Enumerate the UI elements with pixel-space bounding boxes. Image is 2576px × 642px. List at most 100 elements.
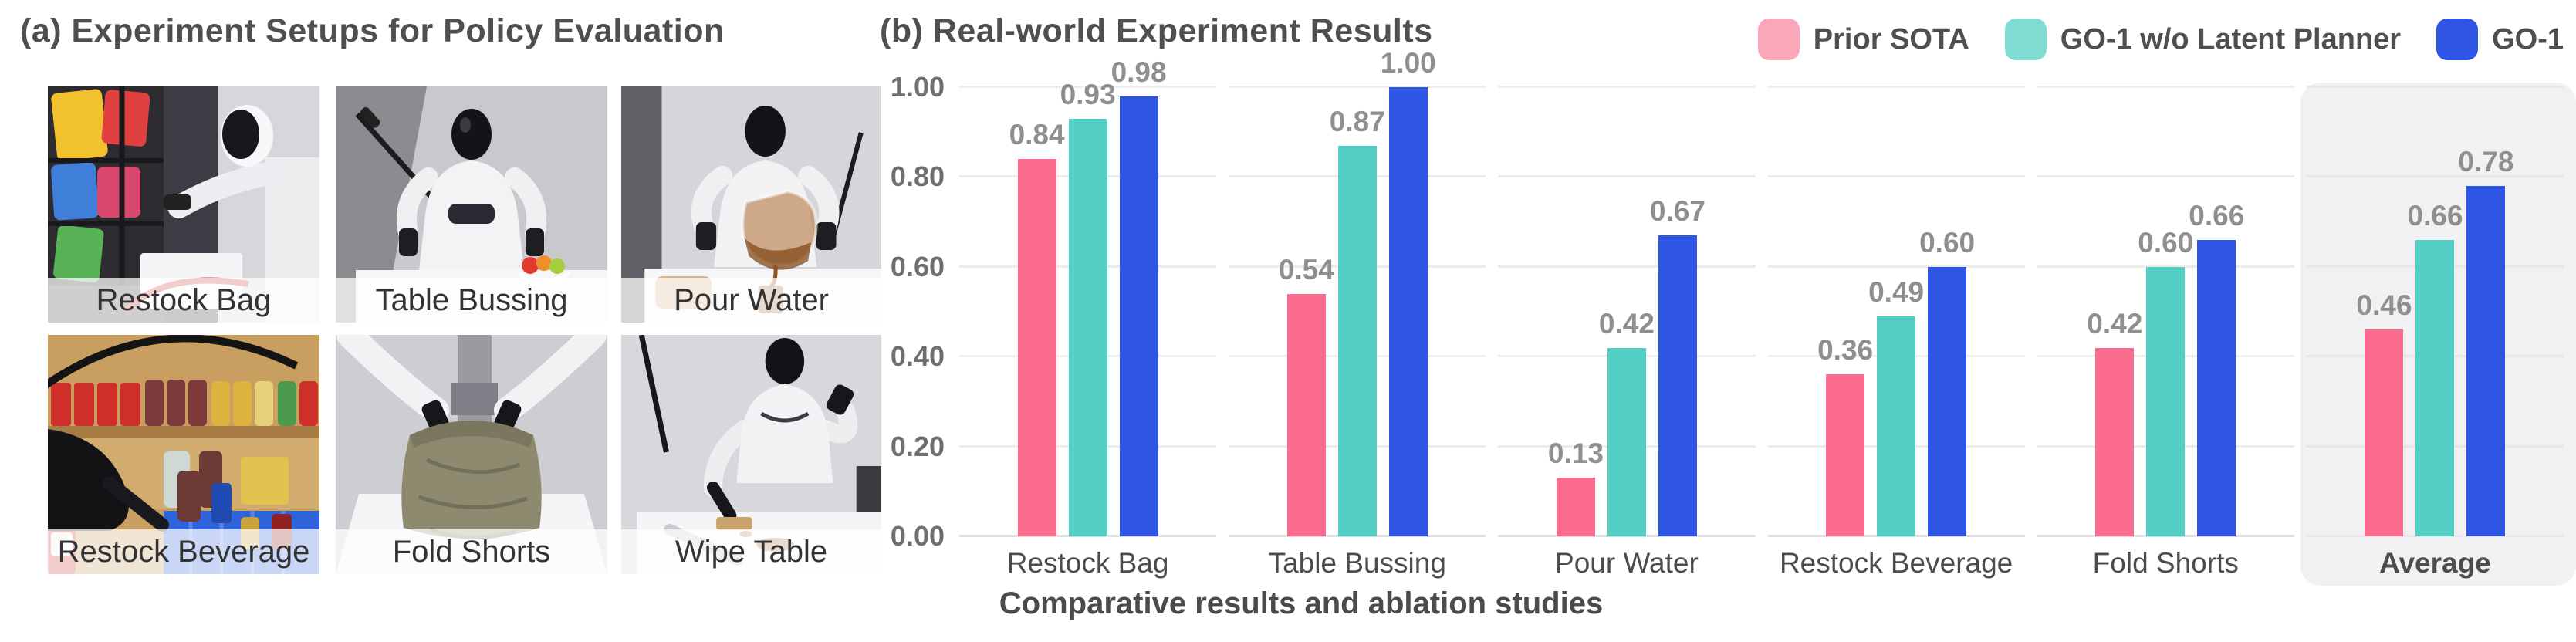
bar-value-label: 0.42: [1598, 307, 1655, 340]
photo-label-restock-beverage: Restock Beverage: [48, 529, 319, 574]
bar-group-fold-shorts: 0.42 0.60 0.66: [2037, 87, 2294, 536]
bar-slot: 0.54: [1279, 87, 1334, 536]
bar-value-label: 0.36: [1817, 334, 1874, 367]
gridline: [1498, 86, 1756, 88]
bar-value-label: 1.00: [1380, 47, 1436, 79]
bar-slot: 0.98: [1111, 56, 1167, 536]
category-label-fold-shorts: Fold Shorts: [2092, 547, 2239, 579]
y-tick-label: 0.60: [890, 250, 945, 282]
chart-panel-pour-water: 0.13 0.42 0.67 Pour Water: [1498, 86, 1756, 579]
bar-slot: 0.60: [1919, 87, 1975, 536]
bar-value-label: 0.46: [2356, 289, 2412, 322]
chart-caption: Comparative results and ablation studies: [999, 586, 1604, 620]
bar-slot: 0.78: [2458, 87, 2513, 536]
legend-label-prior-sota: Prior SOTA: [1813, 22, 1969, 56]
bar-group-restock-bag: 0.84 0.93 0.98: [959, 56, 1216, 536]
photo-label-pour-water: Pour Water: [621, 278, 881, 323]
legend-item-go1: GO-1: [2436, 19, 2564, 60]
gridline: [2306, 86, 2564, 88]
gridline: [1498, 175, 1756, 178]
chart-panels: 0.84 0.93 0.98 Restock Bag 0.54 0.87 1.00 Table…: [959, 47, 2576, 586]
bar-slot: 0.87: [1330, 87, 1385, 536]
gridline: [2037, 175, 2294, 178]
bar-value-label: 0.66: [2189, 199, 2245, 231]
bar-slot: 0.49: [1868, 87, 1924, 536]
photo-restock-bag: Restock Bag: [48, 86, 319, 323]
bar-value-label: 0.13: [1547, 438, 1604, 470]
bar-fold-shorts-go-1: [2197, 239, 2236, 536]
bar-slot: 1.00: [1381, 47, 1436, 536]
bar-slot: 0.46: [2356, 87, 2412, 536]
bar-restock-beverage-go-1-w-o-latent-planner: [1877, 316, 1916, 536]
legend-swatch-go1: [2436, 19, 2479, 60]
photo-label-fold-shorts: Fold Shorts: [336, 529, 607, 574]
panel-a-title: (a) Experiment Setups for Policy Evaluat…: [20, 12, 725, 49]
gridline: [1498, 265, 1756, 268]
bar-restock-bag-go-1-w-o-latent-planner: [1068, 118, 1107, 536]
gridline: [2037, 86, 2294, 88]
bar-value-label: 0.42: [2087, 307, 2143, 340]
bar-value-label: 0.66: [2407, 199, 2463, 231]
y-axis: 1.00 0.80 0.60 0.40 0.20 0.00: [849, 71, 945, 552]
bar-fold-shorts-go-1-w-o-latent-planner: [2146, 266, 2186, 536]
legend-item-prior-sota: Prior SOTA: [1757, 19, 1969, 60]
category-label-table-bussing: Table Bussing: [1268, 547, 1446, 579]
gridline: [1767, 175, 2025, 178]
bar-value-label: 0.98: [1111, 56, 1167, 88]
bar-slot: 0.13: [1548, 87, 1604, 536]
photo-label-table-bussing: Table Bussing: [336, 278, 607, 323]
bar-group-pour-water: 0.13 0.42 0.67: [1498, 87, 1755, 536]
bar-restock-beverage-go-1: [1928, 266, 1967, 536]
gridline: [2306, 175, 2564, 178]
bar-value-label: 0.67: [1649, 195, 1706, 228]
bar-slot: 0.66: [2189, 87, 2244, 536]
photo-pour-water: Pour Water: [621, 86, 881, 323]
legend-label-go1-wo-latent-planner: GO-1 w/o Latent Planner: [2060, 22, 2402, 56]
category-label-average: Average: [2379, 547, 2491, 579]
legend-swatch-prior-sota: [1757, 19, 1800, 60]
bar-pour-water-prior-sota: [1556, 478, 1595, 536]
category-label-pour-water: Pour Water: [1555, 547, 1699, 579]
bar-value-label: 0.60: [1919, 226, 1976, 258]
bar-average-go-1-w-o-latent-planner: [2415, 239, 2455, 536]
y-tick-label: 0.80: [890, 160, 945, 193]
bar-slot: 0.42: [2087, 87, 2142, 536]
bar-slot: 0.66: [2407, 87, 2463, 536]
bar-value-label: 0.84: [1009, 119, 1065, 151]
chart-panel-restock-bag: 0.84 0.93 0.98 Restock Bag: [959, 56, 1217, 579]
photo-table-bussing: Table Bussing: [336, 86, 607, 323]
bar-value-label: 0.78: [2458, 146, 2514, 178]
chart-panel-fold-shorts: 0.42 0.60 0.66 Fold Shorts: [2037, 86, 2294, 579]
bar-value-label: 0.60: [2138, 226, 2194, 258]
bar-average-prior-sota: [2365, 329, 2404, 536]
bar-slot: 0.36: [1817, 87, 1873, 536]
bar-slot: 0.84: [1009, 87, 1065, 536]
photo-label-restock-bag: Restock Bag: [48, 278, 319, 323]
panel-b-title: (b) Real-world Experiment Results: [880, 12, 1433, 49]
bar-slot: 0.93: [1060, 79, 1116, 536]
bar-pour-water-go-1: [1658, 235, 1697, 536]
photo-fold-shorts: Fold Shorts: [336, 335, 607, 574]
bar-value-label: 0.54: [1278, 253, 1334, 286]
bar-value-label: 0.87: [1329, 105, 1385, 137]
legend-item-go1-wo-latent-planner: GO-1 w/o Latent Planner: [2004, 19, 2402, 60]
gridline: [2037, 265, 2294, 268]
gridline: [1767, 86, 2025, 88]
bar-restock-bag-prior-sota: [1017, 159, 1056, 536]
bar-value-label: 0.49: [1868, 275, 1925, 308]
bar-group-average: 0.46 0.66 0.78: [2307, 87, 2564, 536]
category-label-restock-bag: Restock Bag: [1006, 547, 1169, 579]
chart-panel-average: 0.46 0.66 0.78 Average: [2300, 83, 2576, 586]
category-label-restock-beverage: Restock Beverage: [1779, 547, 2013, 579]
y-tick-label: 0.20: [890, 430, 945, 462]
bar-restock-bag-go-1: [1119, 96, 1158, 536]
bar-value-label: 0.93: [1060, 78, 1116, 110]
photo-restock-beverage: Restock Beverage: [48, 335, 319, 574]
bar-slot: 0.67: [1650, 87, 1706, 536]
y-tick-label: 0.40: [890, 340, 945, 373]
bar-group-restock-beverage: 0.36 0.49 0.60: [1768, 87, 2025, 536]
legend-swatch-go1-wo-latent-planner: [2004, 19, 2047, 60]
gridline: [1767, 265, 2025, 268]
bar-slot: 0.60: [2138, 87, 2193, 536]
